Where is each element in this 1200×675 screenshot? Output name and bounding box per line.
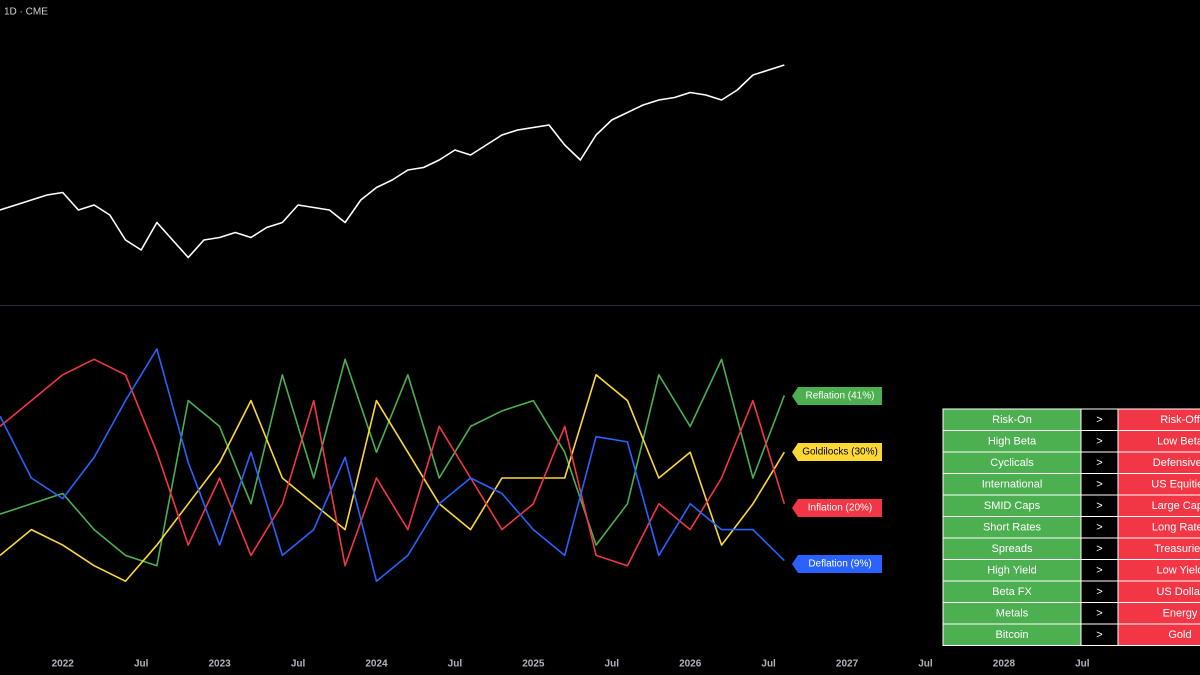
table-cell-text: Cyclicals — [990, 457, 1034, 469]
table-cell-text: > — [1096, 586, 1102, 598]
table-cell-text: Large Caps — [1152, 500, 1200, 512]
table-cell-text: Short Rates — [983, 522, 1042, 534]
x-tick-label: Jul — [448, 659, 463, 670]
series-line — [0, 348, 785, 582]
table-cell-text: > — [1096, 436, 1102, 448]
series-end-label: Inflation (20%) — [808, 503, 872, 514]
x-tick-label: 2022 — [52, 659, 75, 670]
symbol-label: 1D · CME — [4, 7, 48, 18]
table-cell-text: US Dollar — [1156, 586, 1200, 598]
table-cell-text: Beta FX — [992, 586, 1032, 598]
table-cell-text: Risk-Off — [1160, 414, 1200, 426]
x-tick-label: 2028 — [993, 659, 1016, 670]
x-tick-label: 2025 — [522, 659, 545, 670]
table-cell-text: Low Beta — [1157, 436, 1200, 448]
series-line — [0, 64, 785, 259]
table-cell — [1117, 623, 1200, 646]
x-tick-label: 2026 — [679, 659, 702, 670]
series-end-label: Reflation (41%) — [806, 391, 875, 402]
table-cell-text: > — [1096, 565, 1102, 577]
x-tick-label: Jul — [134, 659, 149, 670]
series-end-label-bg — [792, 443, 882, 461]
series-end-label-bg — [792, 387, 882, 405]
table-cell-text: > — [1096, 543, 1102, 555]
x-tick-label: Jul — [1075, 659, 1090, 670]
table-cell-text: > — [1096, 457, 1102, 469]
x-tick-label: 2027 — [836, 659, 859, 670]
table-cell-text: > — [1096, 522, 1102, 534]
x-tick-label: Jul — [918, 659, 933, 670]
series-line — [0, 358, 786, 567]
x-tick-label: Jul — [761, 659, 776, 670]
table-cell-text: Gold — [1168, 629, 1191, 641]
series-end-label-bg — [792, 499, 882, 517]
table-cell-text: > — [1096, 629, 1102, 641]
table-cell-text: SMID Caps — [984, 500, 1041, 512]
table-cell-text: Defensives — [1153, 457, 1200, 469]
table-cell-text: Risk-On — [992, 414, 1032, 426]
table-cell-text: Energy — [1163, 608, 1198, 620]
series-end-label-bg — [792, 555, 882, 573]
table-cell-text: Treasuries — [1154, 543, 1200, 555]
table-cell-text: > — [1096, 414, 1102, 426]
table-cell-text: US Equities — [1151, 479, 1200, 491]
table-cell-text: Low Yield — [1156, 565, 1200, 577]
x-tick-label: Jul — [605, 659, 620, 670]
series-end-label: Deflation (9%) — [808, 559, 871, 570]
series-line — [0, 374, 785, 582]
table-cell-text: > — [1096, 500, 1102, 512]
table-cell-text: Metals — [996, 608, 1029, 620]
table-cell-text: > — [1096, 608, 1102, 620]
table-cell-text: Long Rates — [1152, 522, 1200, 534]
series-line — [0, 358, 786, 567]
table-cell-text: Spreads — [992, 543, 1033, 555]
x-tick-label: Jul — [291, 659, 306, 670]
table-cell-text: > — [1096, 479, 1102, 491]
series-end-label: Goldilocks (30%) — [802, 447, 878, 458]
table-cell-text: High Beta — [988, 436, 1037, 448]
table-cell-text: High Yield — [987, 565, 1037, 577]
table-cell-text: Bitcoin — [995, 629, 1028, 641]
x-tick-label: 2023 — [208, 659, 231, 670]
x-tick-label: 2024 — [365, 659, 388, 670]
table-cell-text: International — [982, 479, 1043, 491]
